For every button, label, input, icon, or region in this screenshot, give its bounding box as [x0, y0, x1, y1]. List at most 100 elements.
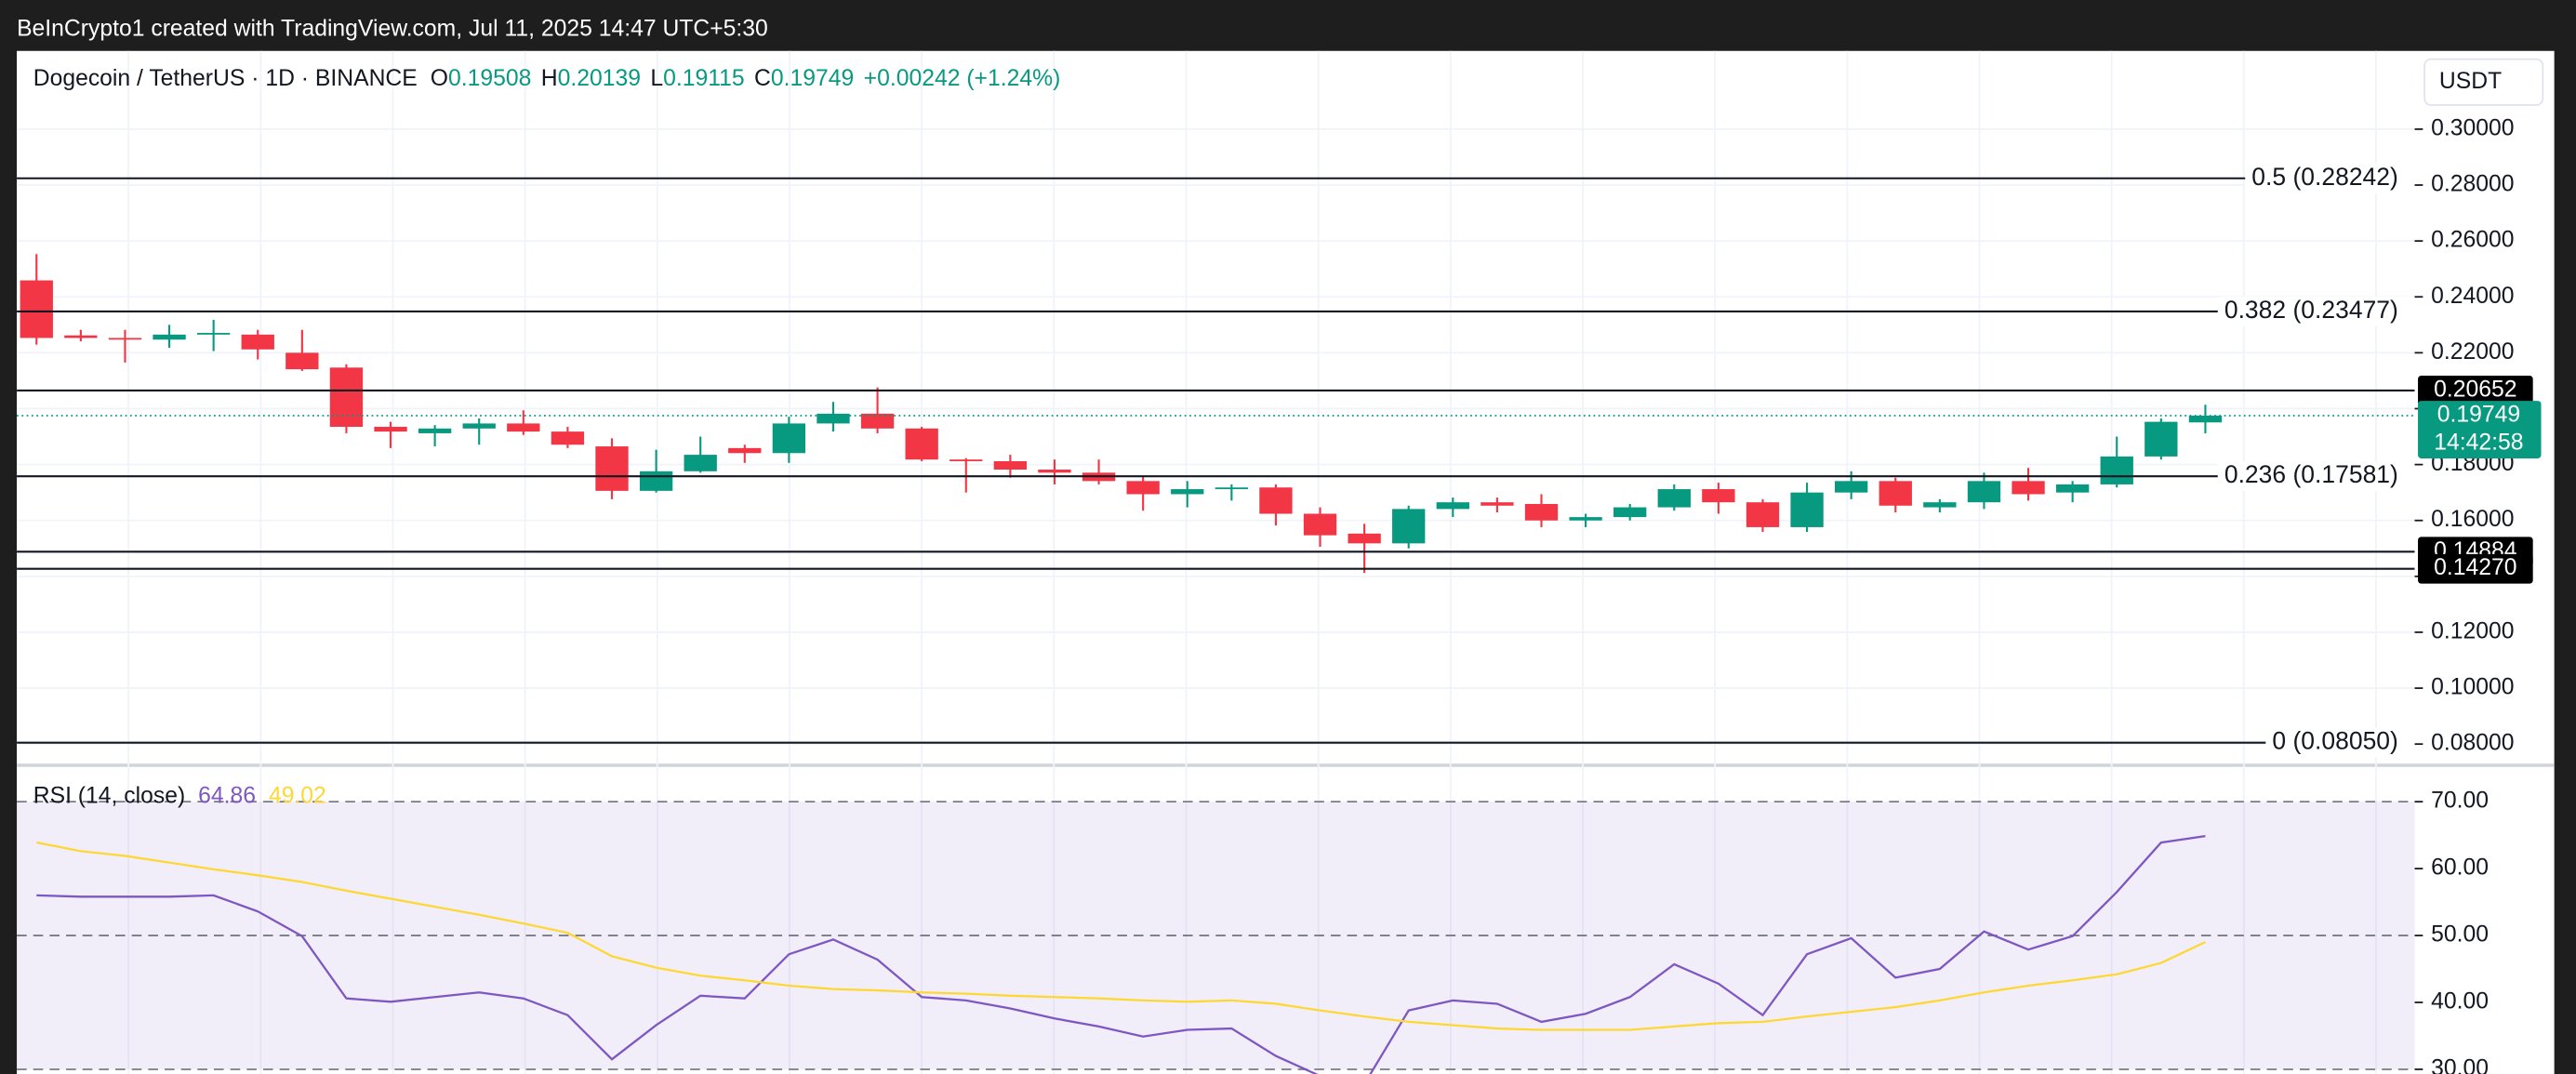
candle-body: [1126, 481, 1160, 495]
rsi-legend: RSI (14, close) 64.86 49.02: [33, 783, 326, 808]
candle-body: [1746, 502, 1780, 527]
candle-body: [1613, 507, 1647, 518]
candle-body: [1524, 503, 1559, 521]
last-price-label: 0.19749: [2437, 403, 2520, 428]
ohlc-key: H: [541, 65, 558, 90]
candle-body: [684, 455, 717, 471]
fib-label: 0.5 (0.28242): [2251, 163, 2398, 191]
candle-body: [20, 280, 53, 338]
candle-body: [1967, 481, 2001, 503]
candle-body: [905, 428, 938, 460]
y-tick-label: 0.24000: [2431, 284, 2514, 309]
ohlc-key: C: [754, 65, 771, 90]
price-tag-label: 0.20652: [2434, 377, 2516, 402]
candle-body: [153, 334, 186, 340]
legend: Dogecoin / TetherUS · 1D · BINANCE O0.19…: [33, 65, 1061, 90]
y-tick-label: 0.22000: [2431, 339, 2514, 365]
candle-body: [1303, 513, 1337, 536]
candle-body: [2188, 416, 2223, 423]
ohlc-value: 0.20139: [558, 65, 641, 90]
ohlc-value: 0.19749: [771, 65, 854, 90]
price-pane: [17, 177, 2415, 744]
candle-body: [1923, 502, 1957, 508]
axis: 0.300000.280000.260000.240000.220000.200…: [2217, 115, 2542, 1074]
y-tick-label: 0.08000: [2431, 731, 2514, 756]
rsi-ma-readout: 49.02: [269, 783, 326, 808]
rsi-title: RSI (14, close): [33, 783, 185, 808]
ohlc-value: 0.19115: [663, 65, 745, 90]
fib-label: 0.382 (0.23477): [2224, 296, 2398, 324]
candle-body: [1702, 489, 1735, 503]
fib-label-bg: [2265, 727, 2415, 758]
fib-label-bg: [2245, 163, 2415, 193]
last-price-tag: [2418, 401, 2542, 458]
candle-body: [551, 431, 585, 445]
chart-area: [17, 50, 2555, 1074]
currency-label[interactable]: USDT: [2439, 69, 2502, 94]
y-tick-label: 0.26000: [2431, 228, 2514, 253]
y-tick-label: 70.00: [2431, 789, 2489, 814]
ohlc-key: O: [431, 65, 448, 90]
candle-body: [2144, 421, 2178, 457]
candle-body: [1879, 481, 1912, 506]
candle-body: [329, 367, 364, 428]
candle-body: [772, 423, 806, 454]
rsi-ma-line: [36, 841, 2206, 1031]
candle-body: [2012, 481, 2045, 495]
candle-body: [1038, 470, 1071, 473]
candle-body: [817, 413, 850, 424]
candle-body: [507, 423, 540, 432]
y-tick-label: 0.16000: [2431, 507, 2514, 532]
y-tick-label: 30.00: [2431, 1055, 2489, 1074]
candle-body: [1259, 487, 1293, 514]
candle-body: [1171, 489, 1204, 495]
symbol-title: Dogecoin / TetherUS · 1D · BINANCE: [33, 65, 418, 90]
y-tick-label: 50.00: [2431, 922, 2489, 948]
y-tick-label: 60.00: [2431, 855, 2489, 881]
fib-label: 0 (0.08050): [2272, 727, 2397, 755]
candle-body: [1215, 487, 1248, 490]
price-tag: [2418, 553, 2533, 584]
change: +0.00242 (+1.24%): [864, 65, 1061, 90]
fib-label-bg: [2217, 297, 2415, 326]
candle-body: [196, 333, 231, 335]
candle-body: [462, 423, 496, 429]
candle-body: [374, 427, 407, 432]
candle-body: [64, 335, 98, 338]
candle-body: [108, 338, 142, 340]
attribution: BeInCrypto1 created with TradingView.com…: [17, 16, 768, 41]
y-tick-label: 0.28000: [2431, 172, 2514, 197]
candle-body: [2055, 484, 2090, 493]
candle-body: [241, 334, 274, 350]
ohlc-value: 0.19508: [448, 65, 531, 90]
rsi-line: [36, 835, 2206, 1074]
grid: [17, 50, 2415, 1074]
price-tag-label: 0.14270: [2434, 555, 2516, 580]
y-tick-label: 0.10000: [2431, 675, 2514, 700]
candle-body: [1790, 492, 1824, 527]
candle-body: [285, 352, 319, 370]
fib-label: 0.236 (0.17581): [2224, 460, 2398, 488]
price-tag: [2418, 375, 2533, 405]
rsi-readout: 64.86: [198, 783, 256, 808]
currency-button[interactable]: [2423, 58, 2544, 106]
ohlc-key: L: [650, 65, 663, 90]
candle-body: [1569, 517, 1602, 521]
y-tick-label: 40.00: [2431, 989, 2489, 1014]
candle-body: [639, 471, 673, 491]
countdown-label: 14:42:58: [2434, 431, 2523, 456]
y-tick-label: 0.30000: [2431, 115, 2514, 140]
candle-body: [1481, 502, 1514, 506]
candle-body: [1392, 509, 1426, 544]
candle-body: [2100, 456, 2133, 484]
candle-body: [728, 447, 762, 454]
candle-body: [1436, 502, 1469, 510]
candle-body: [1657, 489, 1691, 508]
rsi-pane: [17, 801, 2415, 1074]
candle-body: [418, 428, 452, 433]
candle-body: [1348, 533, 1381, 544]
candle-body: [595, 446, 629, 491]
candle-body: [1835, 481, 1868, 493]
